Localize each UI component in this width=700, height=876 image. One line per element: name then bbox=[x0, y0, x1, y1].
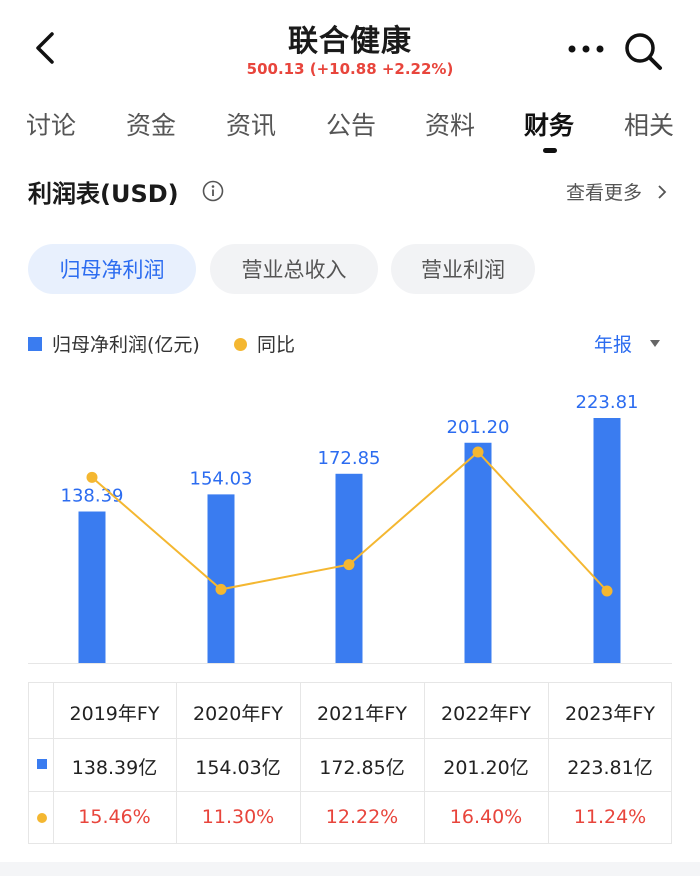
table-profit-cell: 201.20亿 bbox=[443, 757, 529, 779]
row-line-marker bbox=[37, 813, 47, 823]
view-more-label: 查看更多 bbox=[566, 182, 643, 204]
period-selector[interactable]: 年报 bbox=[594, 334, 633, 356]
row-bar-marker bbox=[37, 759, 47, 769]
yoy-point-4[interactable] bbox=[601, 585, 613, 597]
yoy-point-1[interactable] bbox=[215, 583, 227, 595]
table-profit-cell: 172.85亿 bbox=[319, 757, 405, 779]
pill-operating-profit[interactable]: 营业利润 bbox=[391, 244, 535, 294]
table-header-cell: 2019年FY bbox=[69, 703, 160, 725]
legend-line-swatch bbox=[234, 338, 247, 351]
bar-value-label-2: 172.85 bbox=[318, 448, 381, 469]
bar-3[interactable] bbox=[464, 442, 492, 663]
bar-value-label-1: 154.03 bbox=[190, 468, 253, 489]
legend-series1-label: 归母净利润(亿元) bbox=[52, 334, 200, 356]
table-header-cell: 2020年FY bbox=[193, 703, 283, 725]
section-title: 利润表(USD) bbox=[28, 180, 179, 208]
stock-title: 联合健康 bbox=[288, 24, 412, 59]
tab-bar: 讨论 资金 资讯 公告 资料 财务 相关 bbox=[0, 106, 700, 156]
yoy-point-2[interactable] bbox=[343, 559, 355, 571]
table-yoy-cell: 11.24% bbox=[573, 806, 647, 828]
more-icon[interactable] bbox=[566, 42, 606, 56]
dropdown-caret-icon[interactable] bbox=[650, 340, 660, 347]
legend-bar-swatch bbox=[28, 337, 42, 351]
table-header-cell: 2021年FY bbox=[317, 703, 407, 725]
search-icon[interactable] bbox=[622, 30, 664, 72]
yoy-point-3[interactable] bbox=[472, 446, 484, 458]
yoy-point-0[interactable] bbox=[86, 471, 98, 483]
pill-total-revenue[interactable]: 营业总收入 bbox=[210, 244, 378, 294]
bar-value-label-3: 201.20 bbox=[447, 417, 510, 438]
pill-net-profit[interactable]: 归母净利润 bbox=[28, 244, 196, 294]
table-profit-cell: 223.81亿 bbox=[567, 757, 653, 779]
chevron-right-icon bbox=[658, 185, 667, 199]
table-profit-cell: 154.03亿 bbox=[195, 757, 281, 779]
table-yoy-cell: 16.40% bbox=[449, 806, 523, 828]
info-icon[interactable] bbox=[202, 180, 224, 202]
table-header-cell: 2022年FY bbox=[441, 703, 531, 725]
tab-finance[interactable]: 财务 bbox=[524, 111, 575, 140]
tab-news[interactable]: 资讯 bbox=[226, 111, 277, 140]
bar-1[interactable] bbox=[207, 494, 235, 663]
tab-funds[interactable]: 资金 bbox=[126, 111, 177, 140]
data-table: 2019年FY 2020年FY 2021年FY 2022年FY 2023年FY 138.3… bbox=[28, 682, 672, 844]
active-tab-indicator bbox=[543, 148, 557, 153]
view-more-link[interactable]: 查看更多 bbox=[566, 178, 668, 205]
stock-quote: 500.13 (+10.88 +2.22%) bbox=[246, 60, 454, 78]
bar-4[interactable] bbox=[593, 418, 621, 663]
bottom-divider bbox=[0, 862, 700, 876]
legend-series2-label: 同比 bbox=[257, 334, 296, 356]
bar-value-label-4: 223.81 bbox=[576, 392, 639, 413]
table-profit-cell: 138.39亿 bbox=[71, 757, 158, 779]
table-yoy-cell: 15.46% bbox=[78, 806, 151, 828]
bar-0[interactable] bbox=[78, 511, 106, 663]
tab-discussion[interactable]: 讨论 bbox=[26, 111, 77, 140]
tab-related[interactable]: 相关 bbox=[624, 111, 675, 140]
tab-profile[interactable]: 资料 bbox=[425, 111, 476, 140]
table-yoy-cell: 12.22% bbox=[325, 806, 399, 828]
table-header-cell: 2023年FY bbox=[565, 703, 655, 725]
tab-announcements[interactable]: 公告 bbox=[326, 111, 377, 140]
table-yoy-cell: 11.30% bbox=[201, 806, 275, 828]
back-arrow-icon[interactable] bbox=[28, 28, 68, 68]
